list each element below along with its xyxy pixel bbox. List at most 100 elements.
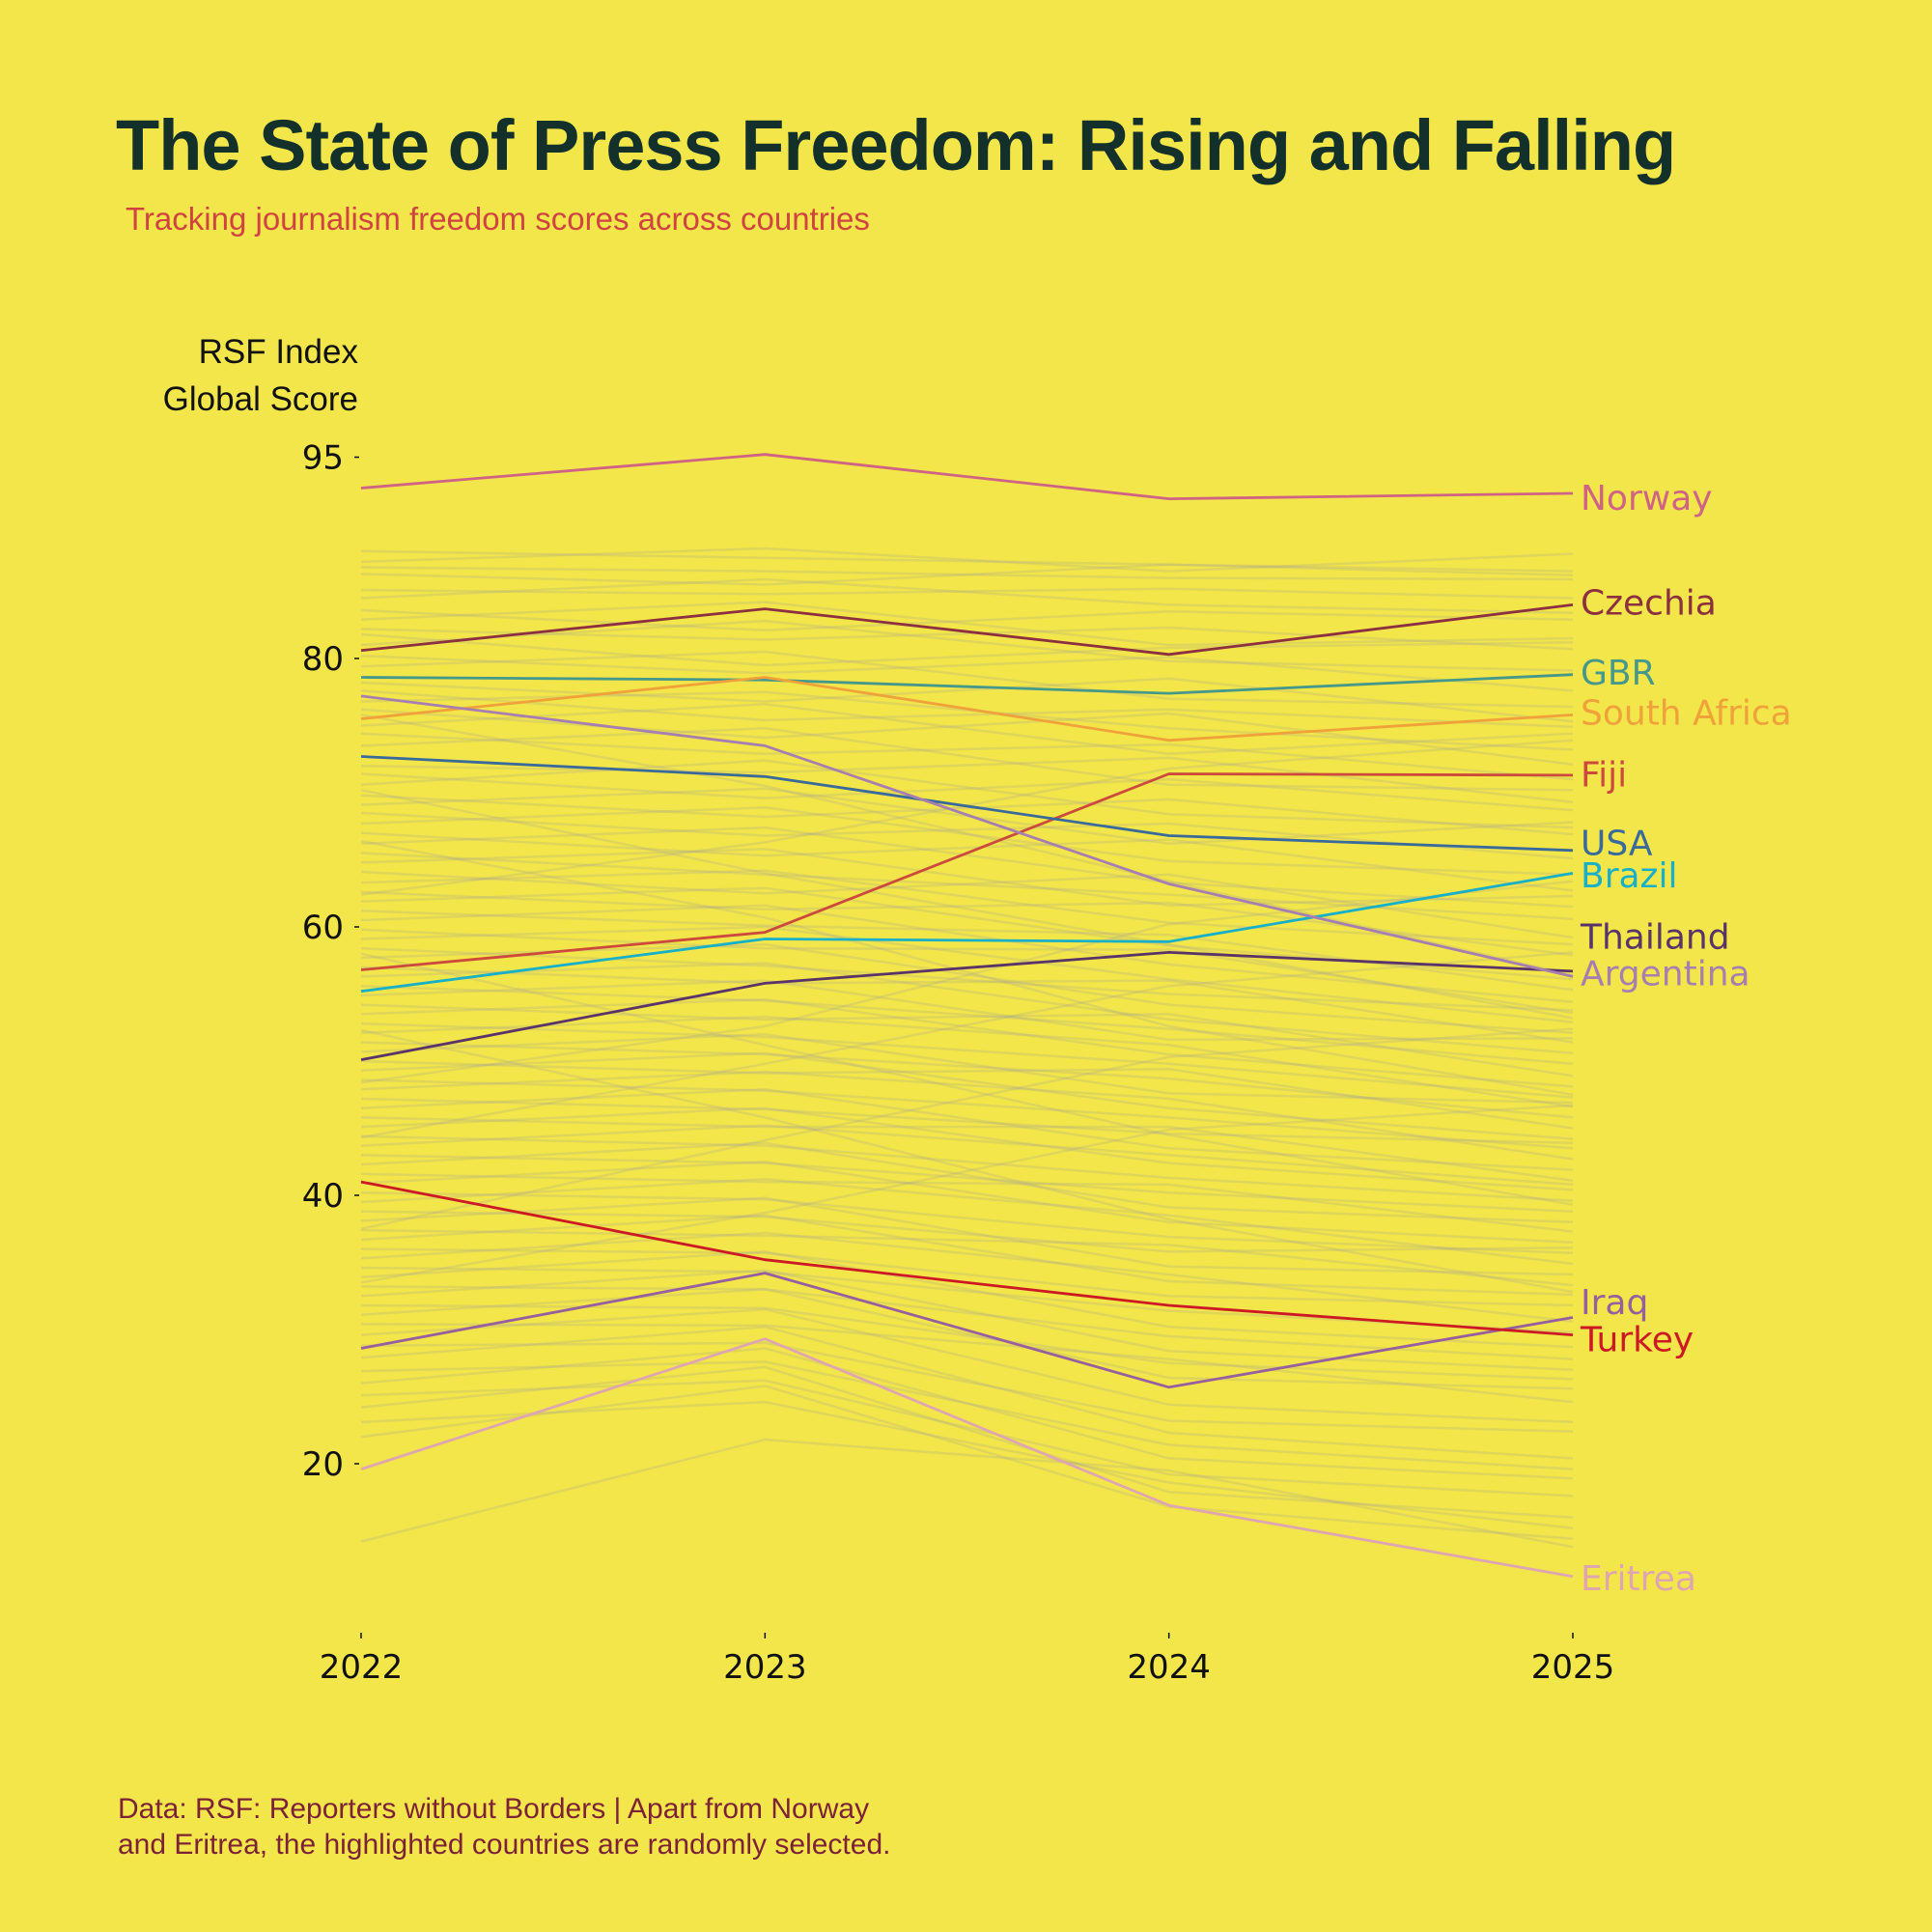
- background-country-line: [360, 1228, 1574, 1287]
- background-country-line: [360, 979, 1574, 1042]
- background-country-line: [360, 587, 1574, 600]
- country-label-eritrea: Eritrea: [1581, 1559, 1696, 1599]
- line-czechia: [360, 603, 1574, 657]
- background-country-line: [360, 549, 1574, 573]
- background-country-line: [360, 1041, 1574, 1119]
- background-country-line: [360, 654, 1574, 692]
- background-country-line: [360, 1015, 1574, 1108]
- y-axis-label-line2: Global Score: [162, 380, 358, 418]
- background-country-line: [360, 1307, 1574, 1424]
- caption-line1: Data: RSF: Reporters without Borders | A…: [118, 1793, 870, 1825]
- background-country-line: [360, 904, 1574, 1004]
- background-country-line: [360, 1231, 1574, 1323]
- background-country-line: [360, 1032, 1574, 1105]
- background-country-line: [360, 794, 1574, 836]
- background-country-line: [360, 563, 1574, 586]
- country-label-iraq: Iraq: [1581, 1283, 1648, 1323]
- background-country-line: [360, 1028, 1574, 1294]
- background-country-line: [360, 839, 1574, 1097]
- background-country-line: [360, 759, 1574, 829]
- background-country-line: [360, 601, 1574, 647]
- background-country-line: [360, 1438, 1574, 1549]
- line-usa: [360, 755, 1574, 853]
- background-country-line: [360, 1379, 1574, 1498]
- background-country-line: [360, 732, 1574, 781]
- line-south-africa: [360, 676, 1574, 742]
- line-norway: [360, 453, 1574, 500]
- country-label-norway: Norway: [1581, 479, 1713, 518]
- background-country-line: [360, 689, 1574, 729]
- country-label-gbr: GBR: [1581, 654, 1656, 693]
- y-tick-label: 80: [302, 640, 344, 679]
- background-country-line: [360, 619, 1574, 672]
- line-eritrea: [360, 1337, 1574, 1579]
- background-country-line: [360, 1400, 1574, 1529]
- background-country-line: [360, 1190, 1574, 1255]
- background-country-line: [360, 962, 1574, 1054]
- country-label-turkey: Turkey: [1580, 1321, 1694, 1360]
- background-country-line: [360, 1078, 1574, 1150]
- x-axis: 2022 2023 2024 2025: [320, 1633, 1615, 1687]
- background-country-line: [360, 650, 1574, 709]
- caption: Data: RSF: Reporters without Borders | A…: [118, 1791, 987, 1862]
- y-tick-label: 20: [302, 1445, 344, 1484]
- background-country-line: [360, 727, 1574, 792]
- background-country-line: [360, 928, 1574, 1015]
- background-country-line: [360, 566, 1574, 581]
- background-country-line: [360, 1210, 1574, 1253]
- background-country-line: [360, 714, 1574, 977]
- background-country-line: [360, 1360, 1574, 1470]
- background-country-line: [360, 1285, 1574, 1360]
- highlighted-country-lines: [360, 453, 1574, 1579]
- line-gbr: [360, 673, 1574, 695]
- background-country-line: [360, 756, 1574, 803]
- y-axis: 20 40 60 80 95: [302, 439, 359, 1484]
- background-country-line: [360, 632, 1574, 667]
- background-country-line: [360, 869, 1574, 946]
- background-country-line: [360, 826, 1574, 909]
- background-country-line: [360, 1116, 1574, 1182]
- background-country-line: [360, 806, 1574, 877]
- background-country-line: [360, 946, 1574, 1012]
- background-country-line: [360, 910, 1574, 992]
- background-country-line: [360, 1347, 1574, 1480]
- x-tick-label: 2023: [723, 1648, 807, 1687]
- background-country-line: [360, 925, 1574, 1023]
- y-tick-label: 95: [302, 439, 344, 478]
- country-label-thailand: Thailand: [1580, 918, 1730, 958]
- background-country-line: [360, 1323, 1574, 1404]
- background-country-line: [360, 703, 1574, 755]
- background-country-line: [360, 1172, 1574, 1233]
- caption-line2: and Eritrea, the highlighted countries a…: [118, 1829, 891, 1861]
- background-country-line: [360, 708, 1574, 767]
- line-thailand: [360, 951, 1574, 1061]
- line-brazil: [360, 872, 1574, 994]
- background-country-line: [360, 1341, 1574, 1433]
- background-country-line: [360, 1022, 1574, 1099]
- country-label-czechia: Czechia: [1581, 584, 1717, 624]
- background-country-line: [360, 546, 1574, 573]
- background-country-line: [360, 772, 1574, 812]
- background-country-line: [360, 788, 1574, 1020]
- y-tick-label: 60: [302, 909, 344, 947]
- background-country-line: [360, 1214, 1574, 1297]
- x-tick-label: 2025: [1531, 1648, 1615, 1687]
- background-country-line: [360, 1250, 1574, 1349]
- background-country-line: [360, 1385, 1574, 1541]
- background-country-line: [360, 1104, 1574, 1284]
- background-country-line: [360, 952, 1574, 1206]
- background-country-line: [360, 951, 1574, 1139]
- country-label-fiji: Fiji: [1581, 756, 1627, 796]
- background-country-line: [360, 1051, 1574, 1140]
- background-country-line: [360, 1097, 1574, 1145]
- background-country-line: [360, 1124, 1574, 1187]
- background-country-line: [360, 626, 1574, 651]
- background-country-line: [360, 608, 1574, 632]
- x-tick-label: 2022: [320, 1648, 404, 1687]
- country-label-argentina: Argentina: [1581, 954, 1750, 994]
- chart-title: The State of Press Freedom: Rising and F…: [116, 105, 1676, 185]
- background-country-line: [360, 1141, 1574, 1224]
- background-country-line: [360, 1059, 1574, 1130]
- background-country-line: [360, 1087, 1574, 1171]
